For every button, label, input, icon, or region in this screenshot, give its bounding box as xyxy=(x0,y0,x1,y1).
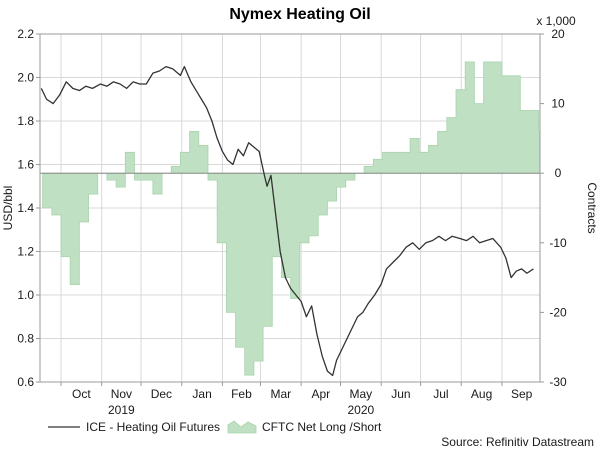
cftc-area-series xyxy=(42,61,541,376)
y-tick-label-right: -10 xyxy=(549,236,567,250)
x-tick-label: Nov xyxy=(111,387,132,401)
y-tick-label-left: 1.6 xyxy=(17,158,34,172)
price-line-layer xyxy=(40,65,534,377)
cftc-area-layer xyxy=(40,61,541,376)
y-tick-label-right: -20 xyxy=(549,305,567,319)
y-tick-label-left: 0.8 xyxy=(17,332,34,346)
y-tick-label-right: 20 xyxy=(551,27,565,41)
x-tick-label: Jun xyxy=(391,387,410,401)
y-axis-label-left: USD/bbl xyxy=(1,186,15,231)
chart-title: Nymex Heating Oil xyxy=(229,6,370,23)
y-tick-label-left: 1.4 xyxy=(17,201,34,215)
x-tick-label: Dec xyxy=(151,387,172,401)
y-axis-label-right: Contracts xyxy=(585,182,599,233)
x-tick-label: Mar xyxy=(270,387,291,401)
x-tick-label: Apr xyxy=(311,387,330,401)
x-tick-label: Oct xyxy=(72,387,91,401)
y-tick-label-right: -30 xyxy=(549,375,567,389)
legend-area-swatch xyxy=(227,420,257,434)
y-tick-label-left: 2.2 xyxy=(17,27,34,41)
y-tick-label-right: 10 xyxy=(551,97,565,111)
source-note: Source: Refinitiv Datastream xyxy=(441,435,594,449)
y-tick-label-left: 1.0 xyxy=(17,288,34,302)
legend-label-area: CFTC Net Long /Short xyxy=(262,420,382,434)
y-tick-label-left: 2.0 xyxy=(17,71,34,85)
y-tick-label-left: 1.8 xyxy=(17,114,34,128)
y-tick-label-left: 0.6 xyxy=(17,375,34,389)
y-tick-label-right: 0 xyxy=(555,166,562,180)
x-axis: Oct Nov Dec Jan Feb Mar Apr May Jun Jul Aug Sep 2019… xyxy=(60,382,533,417)
left-axis: 0.6 0.8 1.0 1.2 1.4 1.6 1.8 2.0 2.2 xyxy=(17,27,40,389)
right-axis: -30 -20 -10 0 10 20 xyxy=(540,27,567,389)
x-tick-label: Jul xyxy=(433,387,448,401)
x-tick-label: Feb xyxy=(231,387,252,401)
x-tick-label: Jan xyxy=(192,387,211,401)
legend: ICE - Heating Oil Futures CFTC Net Long … xyxy=(48,420,382,434)
x-tick-label: Sep xyxy=(511,387,533,401)
x-tick-label: May xyxy=(350,387,373,401)
x-tick-label: Aug xyxy=(471,387,492,401)
y-tick-label-left: 1.2 xyxy=(17,245,34,259)
legend-label-line: ICE - Heating Oil Futures xyxy=(86,420,220,434)
right-axis-unit: x 1,000 xyxy=(536,14,576,28)
x-year-label: 2019 xyxy=(108,403,135,417)
x-year-label: 2020 xyxy=(348,403,375,417)
